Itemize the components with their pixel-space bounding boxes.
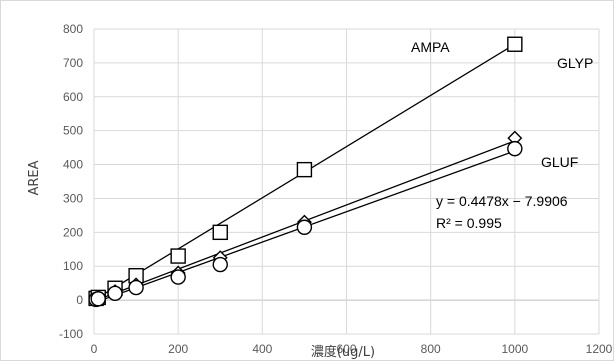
x-tick-label: 0 xyxy=(91,342,98,356)
x-tick-label: 600 xyxy=(336,342,356,356)
y-tick-label: 0 xyxy=(76,293,83,307)
series-label-gluf: GLUF xyxy=(541,154,578,170)
x-tick-label: 200 xyxy=(168,342,188,356)
data-point-gluf xyxy=(212,256,228,273)
y-tick-label: 800 xyxy=(63,22,83,36)
y-tick-label: -100 xyxy=(59,327,83,341)
data-point-ampa xyxy=(212,224,228,241)
data-point-gluf xyxy=(507,140,523,157)
y-tick-label: 400 xyxy=(63,158,83,172)
data-point-gluf xyxy=(107,285,123,302)
x-tick-label: 1200 xyxy=(586,342,613,356)
trendline-equation: y = 0.4478x − 7.9906 xyxy=(436,193,568,209)
y-tick-label: 300 xyxy=(63,191,83,205)
gridlines xyxy=(93,28,600,335)
data-point-ampa xyxy=(296,161,313,178)
data-point-gluf xyxy=(90,291,106,307)
data-point-gluf xyxy=(128,279,144,296)
data-point-ampa xyxy=(170,248,186,264)
data-point-gluf xyxy=(170,269,186,285)
tick-labels: -100 0 100 200 300 400 500 600 700 800 0 200 400 600 8… xyxy=(59,22,613,356)
series-label-ampa: AMPA xyxy=(411,39,450,55)
x-tick-label: 1000 xyxy=(501,342,528,356)
y-tick-label: 600 xyxy=(63,90,83,104)
data-point-gluf xyxy=(296,219,313,235)
series-label-glyp: GLYP xyxy=(557,55,593,71)
y-axis-label: AREA xyxy=(27,160,42,195)
data-point-ampa xyxy=(507,36,523,52)
y-tick-label: 200 xyxy=(63,225,83,239)
y-tick-label: 700 xyxy=(63,56,83,70)
y-tick-label: 100 xyxy=(63,259,83,273)
x-tick-label: 800 xyxy=(421,342,441,356)
y-tick-label: 500 xyxy=(63,124,83,138)
x-tick-label: 400 xyxy=(252,342,272,356)
r-squared-value: R² = 0.995 xyxy=(436,215,502,231)
x-axis-label: 濃度(ug/L) xyxy=(311,344,375,360)
data-markers xyxy=(88,36,523,308)
